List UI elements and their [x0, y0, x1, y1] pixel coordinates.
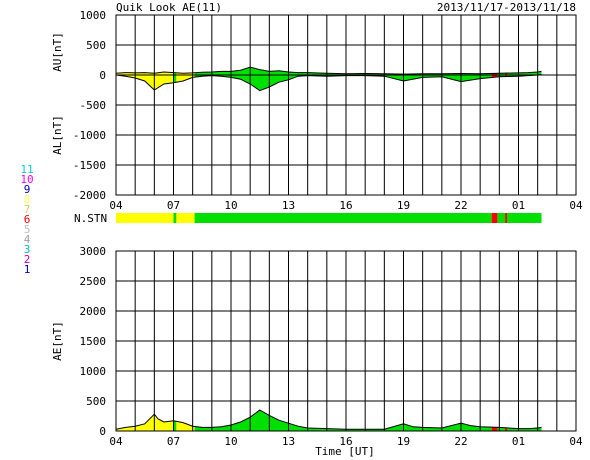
- au-al-y-tick-label: 0: [99, 69, 106, 82]
- station-bar-segment: [116, 213, 174, 223]
- ae-x-tick-label: 16: [339, 435, 352, 448]
- al-area-segment: [173, 75, 177, 83]
- al-area-segment: [116, 75, 174, 90]
- au-al-x-tick-label: 04: [569, 199, 583, 212]
- au-axis-label: AU[nT]: [51, 32, 64, 72]
- station-count-legend-item: 4: [24, 233, 31, 246]
- ae-x-tick-label: 19: [397, 435, 410, 448]
- ae-area-segment: [505, 427, 507, 431]
- station-bar-segment: [176, 213, 195, 223]
- al-area-segment: [194, 75, 492, 91]
- x-axis-label: Time [UT]: [315, 445, 375, 458]
- au-al-y-tick-labels: 1000 500 0 -500 -1000 -1500 -2000: [73, 9, 106, 202]
- station-bar-segment: [497, 213, 506, 223]
- au-al-y-tick-label: -1500: [73, 159, 106, 172]
- au-al-x-tick-label: 07: [167, 199, 180, 212]
- ae-y-tick-label: 500: [86, 395, 106, 408]
- au-al-fill: [115, 66, 542, 92]
- au-al-x-tick-labels: 04 07 10 13 16 19 22 01 04: [109, 199, 583, 212]
- au-line: [115, 66, 542, 75]
- ae-area-segment: [507, 427, 542, 431]
- station-bar: [116, 213, 542, 223]
- ae-y-tick-label: 1500: [80, 335, 107, 348]
- ae-x-tick-label: 10: [224, 435, 237, 448]
- au-al-x-tick-label: 22: [454, 199, 467, 212]
- au-al-y-tick-label: -500: [80, 99, 107, 112]
- station-count-legend-item: 2: [24, 253, 31, 266]
- au-al-y-tick-label: 1000: [80, 9, 107, 22]
- au-al-x-tick-label: 13: [282, 199, 295, 212]
- au-al-x-tick-label: 16: [339, 199, 352, 212]
- station-count-legend-item: 10: [20, 173, 33, 186]
- ae-x-tick-label: 01: [512, 435, 525, 448]
- au-al-plot: 1000 500 0 -500 -1000 -1500 -2000 04 07 10 13 16 19…: [51, 9, 583, 212]
- au-al-y-tick-label: -1000: [73, 129, 106, 142]
- station-count-legend-item: 3: [24, 243, 31, 256]
- chart-title: Quik Look AE(11): [116, 1, 222, 14]
- ae-area-segment: [176, 421, 195, 431]
- al-line: [115, 73, 542, 92]
- au-al-x-tick-label: 10: [224, 199, 237, 212]
- au-al-x-tick-label: 04: [109, 199, 123, 212]
- ae-y-tick-label: 1000: [80, 365, 107, 378]
- ae-x-tick-label: 04: [109, 435, 123, 448]
- al-area-segment: [176, 75, 195, 83]
- station-count-legend-item: 11: [20, 163, 33, 176]
- date-range: 2013/11/17-2013/11/18: [437, 1, 576, 14]
- station-bar-segment: [173, 213, 177, 223]
- au-al-grid: [115, 14, 577, 196]
- station-bar-segment: [507, 213, 542, 223]
- ae-area-segment: [491, 427, 498, 431]
- ae-y-tick-label: 3000: [80, 245, 107, 258]
- au-al-x-tick-label: 01: [512, 199, 525, 212]
- ae-x-tick-label: 13: [282, 435, 295, 448]
- ae-y-tick-label: 2500: [80, 275, 107, 288]
- au-al-x-tick-label: 19: [397, 199, 410, 212]
- station-bar-segment: [505, 213, 507, 223]
- ae-area-segment: [116, 414, 174, 431]
- ae-line: [115, 409, 542, 430]
- ae-x-tick-labels: 04 07 10 13 16 19 22 01 04: [109, 435, 583, 448]
- stn-label: N.STN: [74, 212, 107, 225]
- station-bar-segment: [491, 213, 498, 223]
- ae-x-tick-label: 22: [454, 435, 467, 448]
- station-count-legend-item: 8: [24, 193, 31, 206]
- ae-y-tick-labels: 3000 2500 2000 1500 1000 500 0: [80, 245, 107, 438]
- ae-axis-label: AE[nT]: [51, 321, 64, 361]
- ae-area-segment: [194, 410, 492, 431]
- station-count-legend-item: 1: [24, 263, 31, 276]
- station-count-legend-item: 9: [24, 183, 31, 196]
- ae-y-tick-label: 0: [99, 425, 106, 438]
- ae-x-tick-label: 04: [569, 435, 583, 448]
- ae-y-tick-label: 2000: [80, 305, 107, 318]
- ae-fill: [115, 409, 542, 431]
- station-count-legend-item: 7: [24, 203, 31, 216]
- ae-area-segment: [173, 420, 177, 431]
- ae-x-tick-label: 07: [167, 435, 180, 448]
- al-axis-label: AL[nT]: [51, 115, 64, 155]
- station-bar-segment: [194, 213, 492, 223]
- au-al-y-tick-label: -2000: [73, 189, 106, 202]
- ae-grid: [115, 250, 577, 432]
- station-count-legend-item: 5: [24, 223, 31, 236]
- station-count-legend-item: 6: [24, 213, 31, 226]
- au-al-y-tick-label: 500: [86, 39, 106, 52]
